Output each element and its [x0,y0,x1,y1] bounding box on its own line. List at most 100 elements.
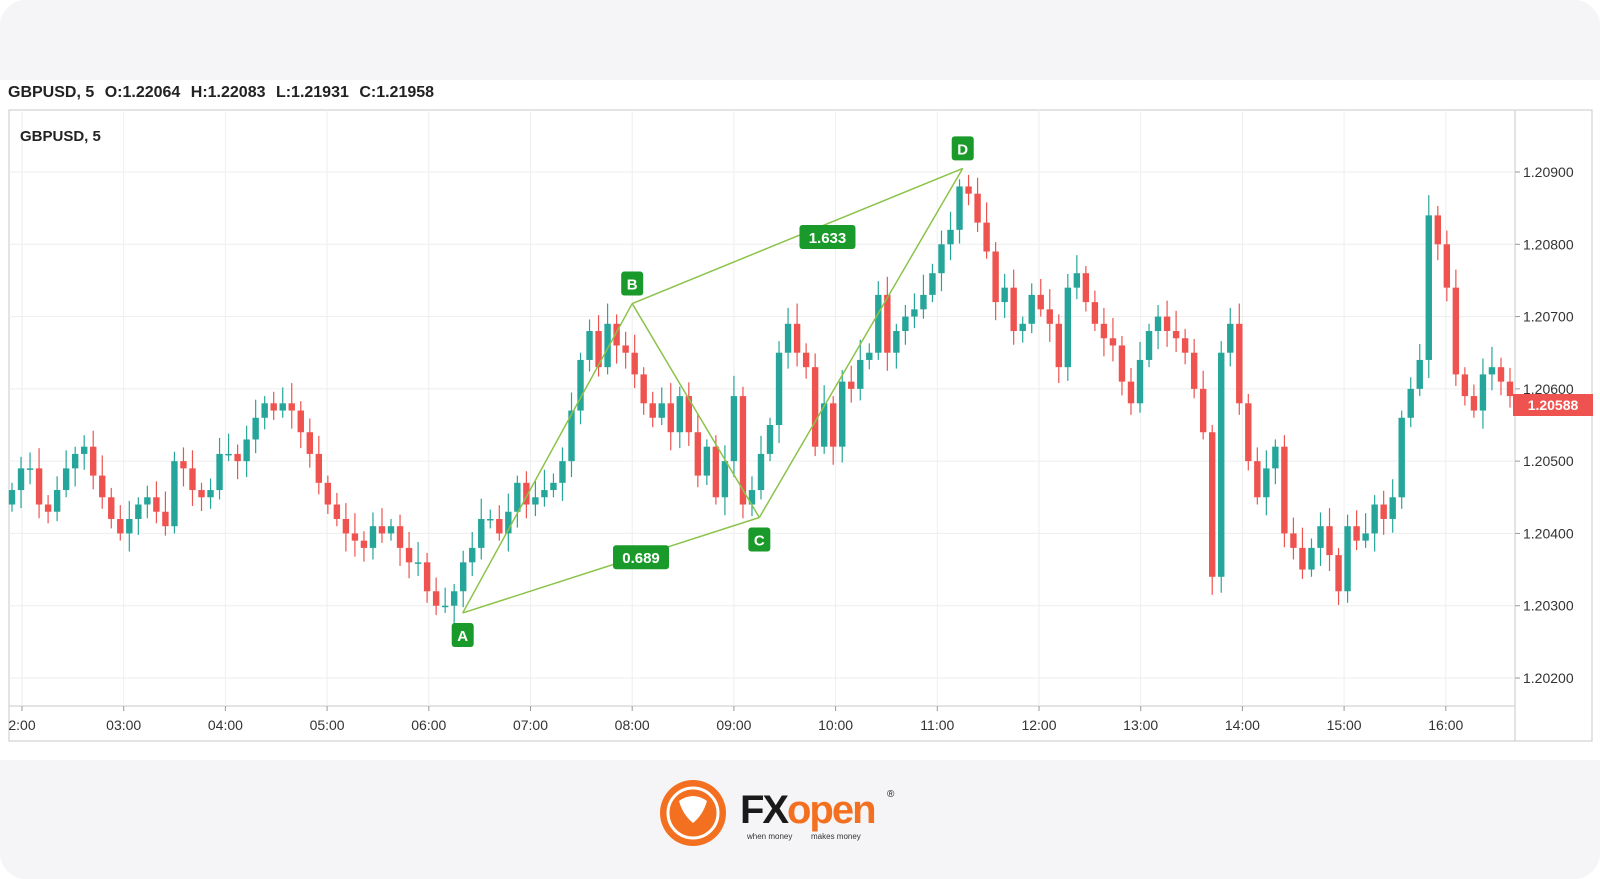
candle [135,497,142,535]
candle-body [748,490,756,505]
candle [595,315,602,377]
x-tick-label: 15:00 [1327,717,1362,733]
fxopen-logo: FX open ® when money makes money [655,773,915,853]
candle-body [793,323,801,353]
candle [911,293,918,329]
candle [360,531,368,562]
abcd-pattern: A B C D 0.689 1.633 [451,136,974,647]
candle-body [875,294,882,353]
pattern-point-d: D [951,136,974,161]
candle [929,263,936,303]
candle [1010,269,1017,345]
candle-body [1154,316,1162,332]
pattern-point-label: B [627,277,638,294]
candle-body [649,403,656,418]
candle-body [604,323,611,368]
candle-body [369,526,377,548]
candle-body [432,591,440,606]
x-tick-label: 16:00 [1428,717,1463,733]
pattern-point-c: C [748,527,771,552]
candle-body [829,403,837,447]
candle-body [207,490,214,498]
candle-body [17,468,25,491]
pattern-point-label: A [457,628,468,645]
candle-body [631,352,638,375]
candle-body [306,432,313,454]
candle-body [757,453,765,491]
candle-body [965,186,972,194]
pattern-point-a: A [451,622,474,647]
ohlc-header: GBPUSD, 5 O:1.22064 H:1.22083 L:1.21931 … [8,84,440,102]
candle [1443,230,1451,302]
candle [53,476,61,522]
x-tick-label: 09:00 [716,717,751,733]
candle [450,584,458,624]
candle-body [1398,417,1405,498]
candle [514,475,521,528]
candle-body [514,482,521,512]
pattern-line-cd [758,168,964,518]
candle-body [622,345,629,353]
candle-body [857,359,864,389]
candle [802,343,810,379]
candle-body [848,381,855,389]
candle-body [297,410,304,433]
candle [1416,344,1423,397]
candle [189,450,196,506]
candle-body [523,482,530,505]
candle [126,500,133,552]
candle-body [613,323,620,346]
candle-body [279,403,286,411]
candle-body [1127,381,1135,404]
candle-body [153,497,160,512]
footer-band [0,760,1600,879]
candle-body [676,396,683,433]
pattern-line-bc [631,303,760,518]
candle-body [234,453,241,462]
candle-body [1218,352,1225,577]
last-price-value: 1.20588 [1528,397,1579,413]
candle [423,552,431,603]
candle-body [1046,309,1053,324]
candle [875,281,882,360]
ratio-0-689: 0.689 [613,545,670,570]
candle-body [893,331,900,353]
candle-body [216,453,223,491]
candle-body [1308,547,1315,570]
candle [1236,303,1243,415]
candle [748,476,756,517]
candle-body [135,504,142,519]
candle-body [1118,345,1126,382]
x-tick-label: 10:00 [818,717,853,733]
candle-body [1199,388,1207,433]
candle [243,425,250,478]
candle [1073,255,1081,300]
candle-body [1488,367,1496,375]
candle-body [1010,287,1017,332]
time-axis: 2:00 03:00 04:00 05:00 06:00 07:00 08:00 09:00 1… [8,706,1464,733]
candle-body [126,518,133,534]
x-tick-label: 05:00 [310,717,345,733]
candle-body [1245,403,1252,462]
candle [721,445,729,516]
candle [956,179,963,244]
candle-body [559,461,566,483]
candle [171,451,178,534]
candle-body [1163,316,1171,332]
candle [396,514,404,566]
candle [369,512,377,560]
candle-body [198,490,205,498]
candle [1001,273,1008,319]
candle [1452,269,1460,386]
candle [559,447,566,501]
candle-body [1335,555,1342,592]
candle-body [820,403,828,447]
chart-grid [9,110,1515,706]
candle [848,365,855,403]
candle-body [658,403,665,418]
candle [757,435,765,500]
candle-body [1091,302,1099,324]
candle-body [414,562,422,564]
candle-body [532,497,539,505]
